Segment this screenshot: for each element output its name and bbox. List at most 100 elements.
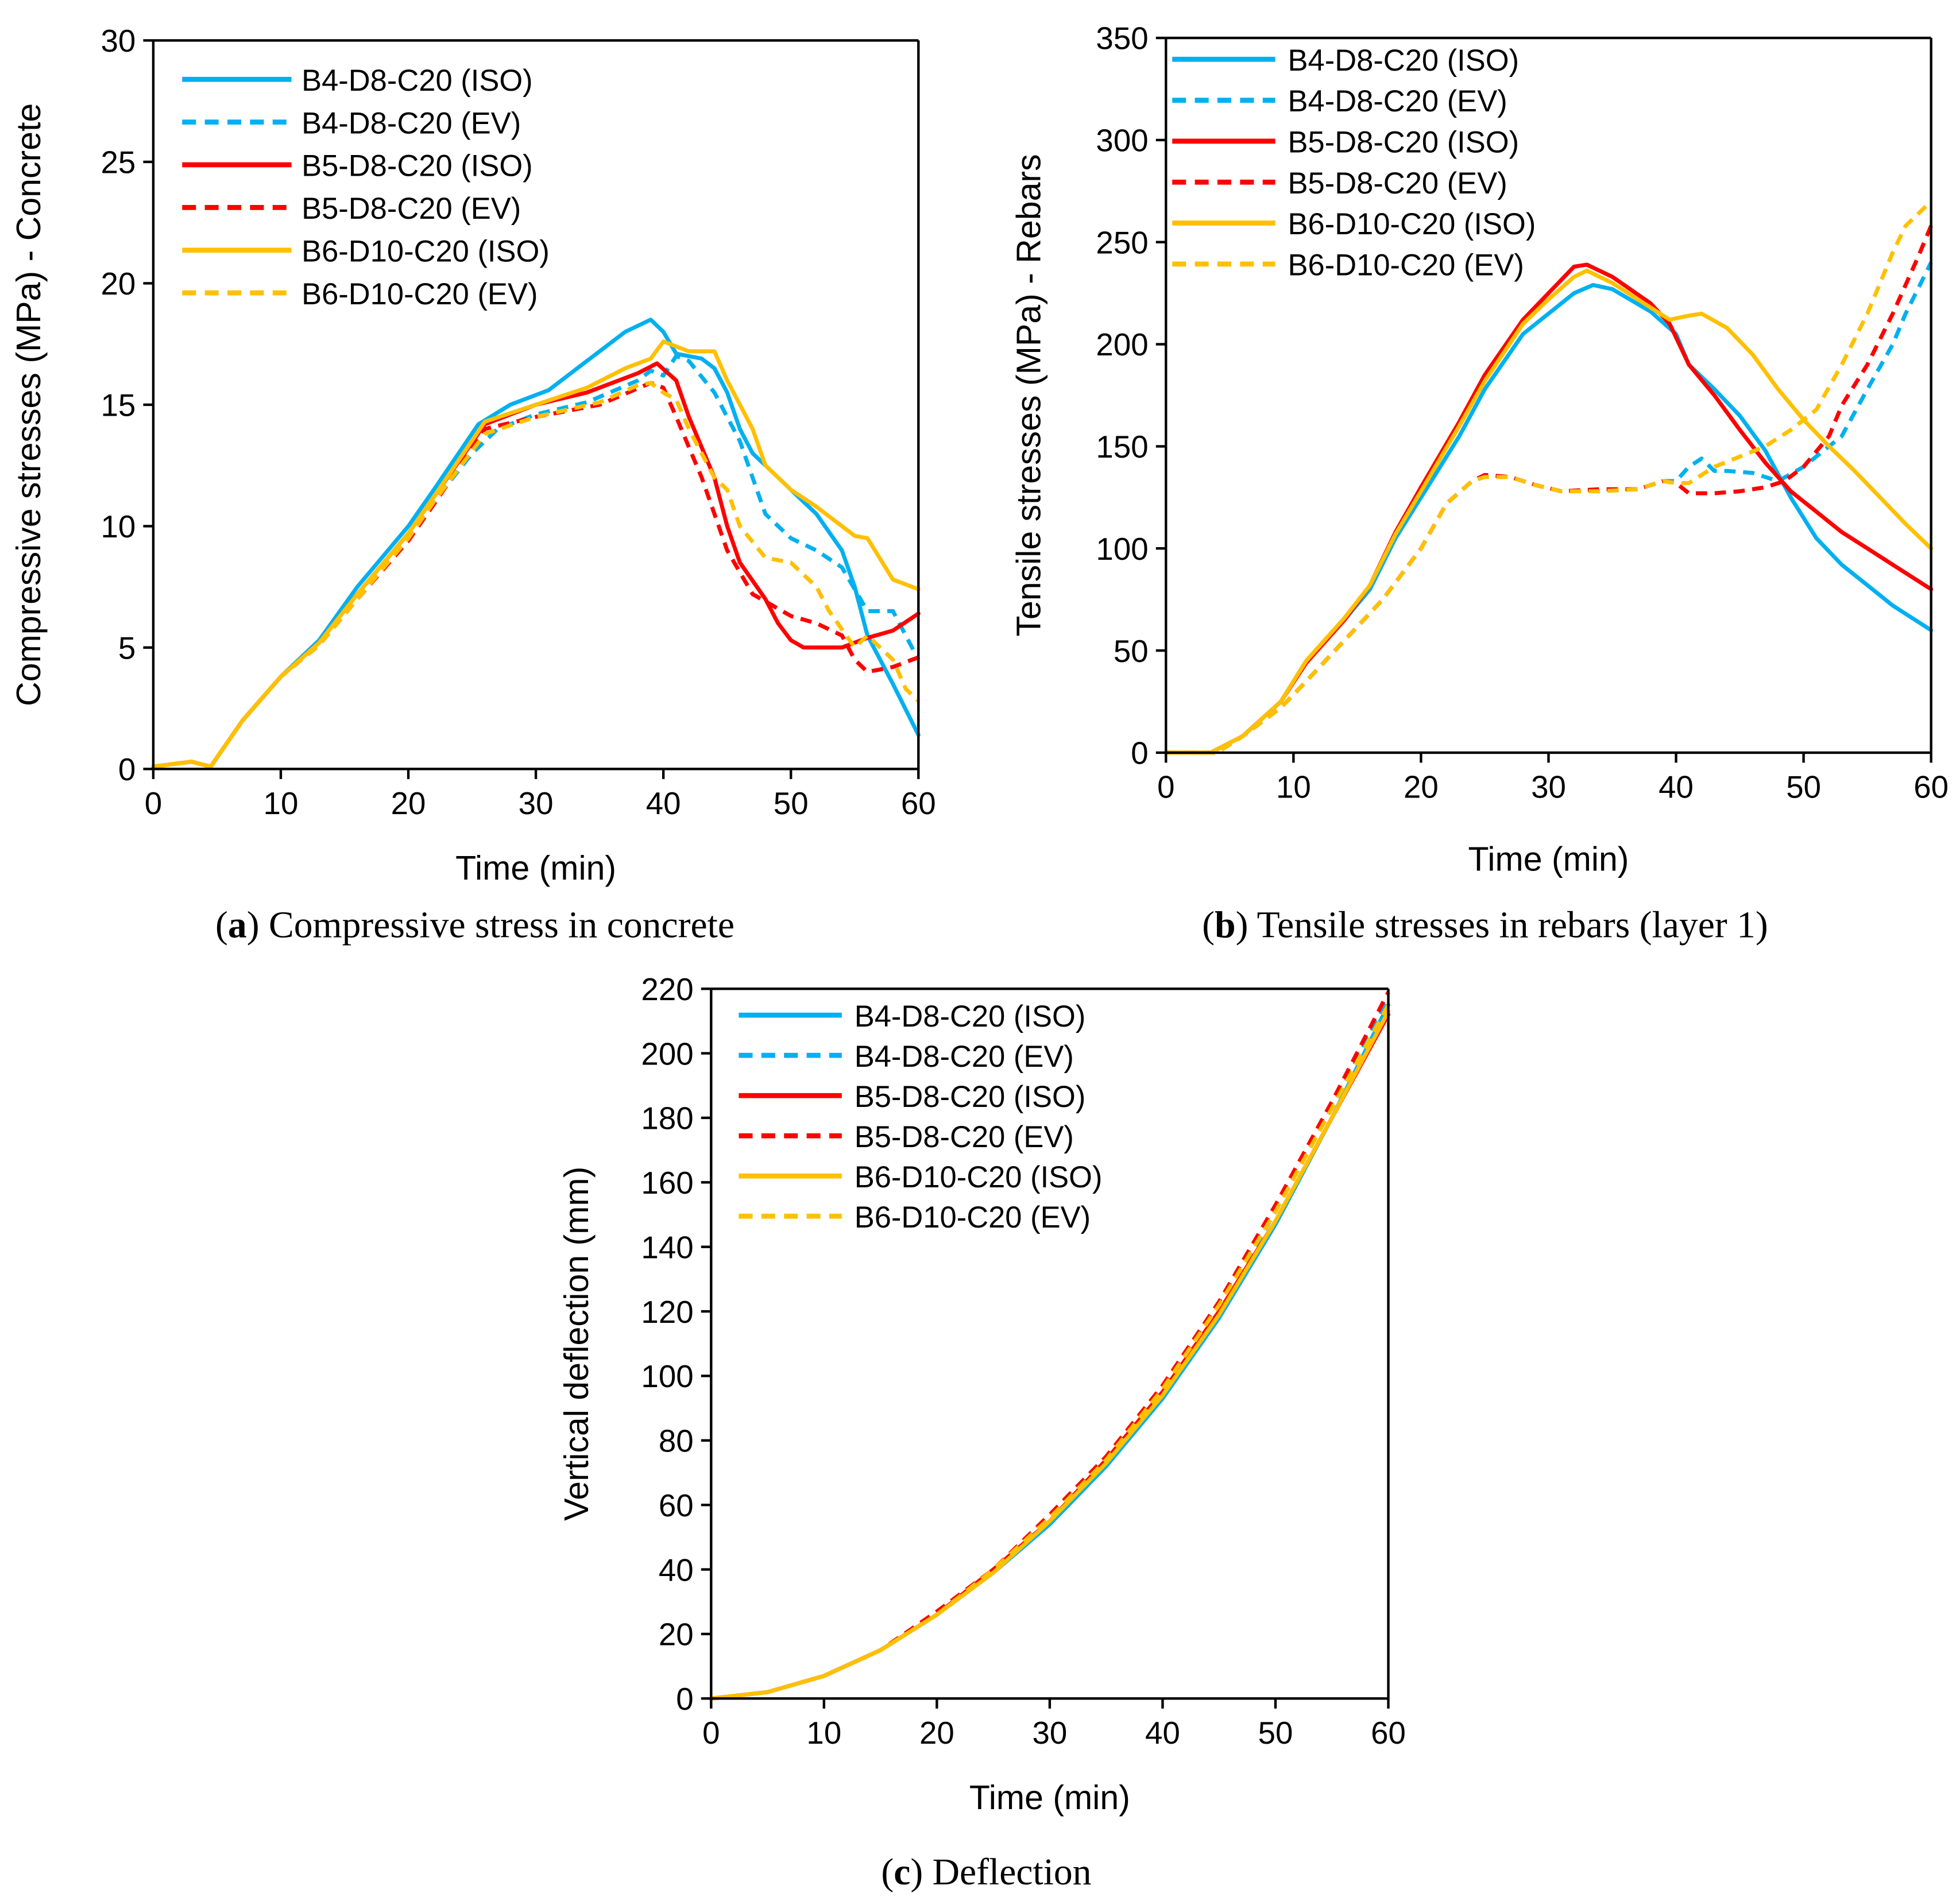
x-tick-label: 50 xyxy=(774,785,809,821)
legend-label: B5-D8-C20 (ISO) xyxy=(301,149,533,183)
y-tick-label: 220 xyxy=(641,971,693,1007)
caption-paren-close: ) xyxy=(1236,905,1248,946)
series-line-b6-d10-c20-iso- xyxy=(1163,268,1934,755)
caption-paren-open: ( xyxy=(1202,905,1215,946)
series-line-b5-d8-c20-iso- xyxy=(1163,262,1934,755)
x-tick-label: 10 xyxy=(1276,769,1311,805)
caption-paren-open: ( xyxy=(881,1852,894,1893)
y-tick-label: 0 xyxy=(1131,735,1148,771)
x-tick-label: 20 xyxy=(391,785,426,821)
y-tick-label: 160 xyxy=(641,1165,693,1201)
series-line-b6-d10-c20-ev- xyxy=(153,381,920,769)
y-tick-label: 25 xyxy=(100,145,136,180)
caption-letter: c xyxy=(894,1852,910,1893)
series-line-b6-d10-c20-iso- xyxy=(151,339,921,769)
x-tick-label: 0 xyxy=(702,1715,720,1751)
caption-letter: a xyxy=(228,905,247,946)
series-line-b5-d8-c20-ev- xyxy=(153,381,919,769)
legend-label: B5-D8-C20 (ISO) xyxy=(855,1080,1086,1114)
x-tick-label: 60 xyxy=(901,785,936,821)
caption-c: (c) Deflection xyxy=(881,1852,1091,1893)
caption-text: Tensile stresses in rebars (layer 1) xyxy=(1248,905,1768,946)
x-tick-label: 60 xyxy=(1371,1715,1406,1751)
caption-b: (b) Tensile stresses in rebars (layer 1) xyxy=(1202,905,1768,946)
series-line-b4-d8-c20-ev- xyxy=(1166,261,1933,755)
legend: B4-D8-C20 (ISO) B4-D8-C20 (EV) B5-D8-C20 (… xyxy=(1172,44,1536,282)
x-axis-title: Time (min) xyxy=(455,849,616,887)
legend-label: B6-D10-C20 (ISO) xyxy=(301,234,550,268)
legend-label: B5-D8-C20 (EV) xyxy=(301,192,521,226)
caption-text: Compressive stress in concrete xyxy=(260,905,734,946)
legend-label: B4-D8-C20 (ISO) xyxy=(1288,44,1520,78)
y-tick-label: 200 xyxy=(641,1036,693,1071)
x-tick-label: 40 xyxy=(1659,769,1694,805)
caption-letter: b xyxy=(1215,905,1236,946)
y-tick-label: 150 xyxy=(1096,429,1148,464)
y-axis-title: Tensile stresses (MPa) - Rebars xyxy=(1010,154,1048,636)
x-tick-label: 20 xyxy=(1404,769,1439,805)
y-tick-label: 250 xyxy=(1096,224,1148,260)
y-tick-label: 20 xyxy=(100,266,136,301)
x-tick-label: 30 xyxy=(1033,1715,1068,1751)
y-axis-title: Vertical deflection (mm) xyxy=(558,1167,596,1521)
x-tick-label: 0 xyxy=(1157,769,1174,805)
series-line-b6-d10-c20-ev- xyxy=(710,1004,1390,1701)
y-tick-label: 30 xyxy=(100,23,136,59)
caption-paren-close: ) xyxy=(910,1852,923,1893)
y-tick-label: 100 xyxy=(641,1358,693,1394)
chart-b: 0 10 20 30 40 50 60 0 50 100 150 200 250 300 350 Time (… xyxy=(1010,21,1949,878)
y-tick-label: 80 xyxy=(659,1423,694,1459)
y-tick-label: 5 xyxy=(118,630,136,666)
x-tick-label: 20 xyxy=(919,1715,954,1751)
y-tick-label: 20 xyxy=(659,1617,694,1652)
series-line-b6-d10-c20-iso- xyxy=(709,1009,1391,1701)
legend-label: B6-D10-C20 (ISO) xyxy=(855,1160,1103,1194)
legend-label: B4-D8-C20 (ISO) xyxy=(301,64,533,98)
legend-label: B4-D8-C20 (EV) xyxy=(855,1040,1074,1074)
caption-a: (a) Compressive stress in concrete xyxy=(215,905,734,946)
y-tick-label: 140 xyxy=(641,1229,693,1265)
chart-a: 0 10 20 30 40 50 60 0 5 10 15 20 25 30 Time (min) Compr… xyxy=(10,23,936,887)
series-line-b4-d8-c20-iso- xyxy=(1163,282,1934,755)
y-tick-label: 15 xyxy=(100,388,136,423)
series-line-b6-d10-c20-ev- xyxy=(1166,200,1933,755)
x-tick-label: 10 xyxy=(264,785,299,821)
x-tick-label: 40 xyxy=(646,785,681,821)
caption-text: Deflection xyxy=(923,1852,1091,1893)
y-tick-label: 350 xyxy=(1096,21,1148,56)
x-tick-label: 60 xyxy=(1913,769,1949,805)
x-tick-label: 10 xyxy=(806,1715,841,1751)
legend-label: B6-D10-C20 (ISO) xyxy=(1288,207,1536,241)
legend: B4-D8-C20 (ISO) B4-D8-C20 (EV) B5-D8-C20 (… xyxy=(739,1000,1103,1234)
legend-label: B5-D8-C20 (ISO) xyxy=(1288,126,1520,160)
legend-label: B5-D8-C20 (EV) xyxy=(1288,167,1507,200)
caption-paren-open: ( xyxy=(215,905,228,946)
y-tick-label: 10 xyxy=(100,509,136,544)
y-tick-label: 0 xyxy=(676,1681,693,1717)
y-tick-label: 180 xyxy=(641,1101,693,1136)
x-tick-label: 0 xyxy=(145,785,162,821)
legend-label: B6-D10-C20 (EV) xyxy=(1288,249,1524,282)
legend-label: B6-D10-C20 (EV) xyxy=(855,1201,1091,1234)
chart-c: 0 10 20 30 40 50 60 0 20 40 60 80 100 120 140 160 180 200… xyxy=(558,971,1406,1817)
y-tick-label: 50 xyxy=(1114,633,1149,669)
legend-label: B6-D10-C20 (EV) xyxy=(301,277,538,311)
x-tick-label: 50 xyxy=(1258,1715,1293,1751)
legend-label: B5-D8-C20 (EV) xyxy=(855,1120,1074,1154)
x-tick-label: 30 xyxy=(519,785,554,821)
series-line-b4-d8-c20-iso- xyxy=(151,318,921,769)
legend-label: B4-D8-C20 (ISO) xyxy=(855,1000,1086,1033)
y-tick-label: 40 xyxy=(659,1552,694,1588)
y-tick-label: 60 xyxy=(659,1488,694,1523)
y-tick-label: 200 xyxy=(1096,327,1148,362)
y-axis-title: Compressive stresses (MPa) - Concrete xyxy=(10,103,48,706)
y-tick-label: 100 xyxy=(1096,531,1148,567)
series-line-b5-d8-c20-ev- xyxy=(1166,224,1933,755)
x-tick-label: 30 xyxy=(1531,769,1566,805)
y-tick-label: 0 xyxy=(118,752,136,787)
series-line-b5-d8-c20-iso- xyxy=(151,361,921,769)
x-axis-title: Time (min) xyxy=(969,1779,1130,1817)
legend-label: B4-D8-C20 (EV) xyxy=(1288,84,1507,118)
x-tick-label: 50 xyxy=(1786,769,1821,805)
